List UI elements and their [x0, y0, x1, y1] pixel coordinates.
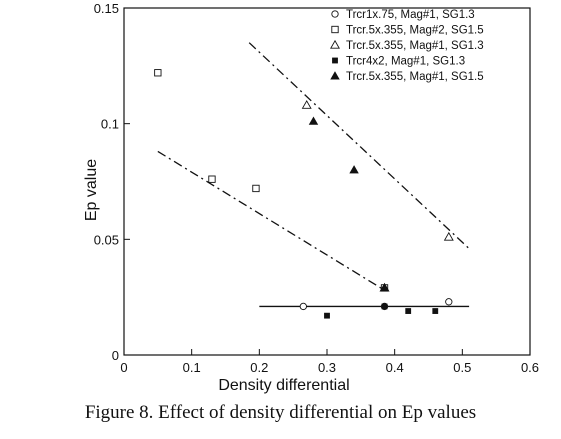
x-tick-label: 0.1	[183, 360, 201, 375]
legend: Trcr1x.75, Mag#1, SG1.3 Trcr.5x.355, Mag#…	[330, 9, 484, 83]
x-tick-label: 0.5	[453, 360, 471, 375]
x-tick-label: 0	[120, 360, 127, 375]
chart: 0 0.1 0.2 0.3 0.4 0.5 0.6 0 0.05 0.1 0.15 Trcr1x.7…	[83, 1, 539, 394]
axes: 0 0.1 0.2 0.3 0.4 0.5 0.6 0 0.05 0.1 0.15	[94, 1, 539, 375]
legend-entry: Trcr4x2, Mag#1, SG1.3	[346, 56, 465, 68]
data-point	[299, 302, 307, 311]
legend-entry: Trcr1x.75, Mag#1, SG1.3	[346, 9, 475, 21]
data-point	[301, 100, 312, 109]
data-point	[349, 165, 359, 174]
y-tick-label: 0	[112, 348, 119, 363]
y-tick-label: 0.1	[101, 117, 119, 132]
legend-entry: Trcr.5x.355, Mag#2, SG1.5	[346, 25, 484, 37]
data-point	[445, 298, 453, 306]
legend-marker	[331, 10, 339, 18]
figure-caption: Figure 8. Effect of density differential…	[84, 402, 477, 423]
data-point	[379, 283, 390, 292]
data-point	[154, 69, 162, 77]
data-point	[324, 312, 330, 319]
data-point	[405, 308, 412, 314]
data-point	[208, 175, 216, 183]
legend-marker	[332, 57, 338, 64]
trend-lines	[157, 42, 470, 308]
trend-line	[157, 150, 385, 291]
x-tick-label: 0.2	[250, 360, 268, 375]
trend-line	[248, 42, 470, 250]
x-tick-label: 0.3	[318, 360, 336, 375]
data-point	[432, 308, 439, 314]
y-tick-label: 0.15	[94, 1, 119, 16]
legend-marker	[330, 39, 340, 49]
data-point	[381, 303, 388, 310]
legend-marker	[330, 71, 340, 80]
x-tick-label: 0.6	[521, 360, 539, 375]
x-axis-label: Density differential	[218, 377, 349, 394]
data-point	[443, 231, 454, 241]
data-point	[252, 184, 260, 193]
legend-marker	[331, 25, 339, 34]
legend-entry: Trcr.5x.355, Mag#1, SG1.5	[346, 71, 484, 83]
y-tick-label: 0.05	[94, 232, 119, 247]
legend-entry: Trcr.5x.355, Mag#1, SG1.3	[346, 40, 484, 52]
data-points	[154, 69, 454, 319]
data-point	[308, 116, 319, 125]
plot-frame	[123, 7, 531, 356]
x-tick-label: 0.4	[386, 360, 404, 375]
y-axis-label: Ep value	[83, 159, 100, 221]
